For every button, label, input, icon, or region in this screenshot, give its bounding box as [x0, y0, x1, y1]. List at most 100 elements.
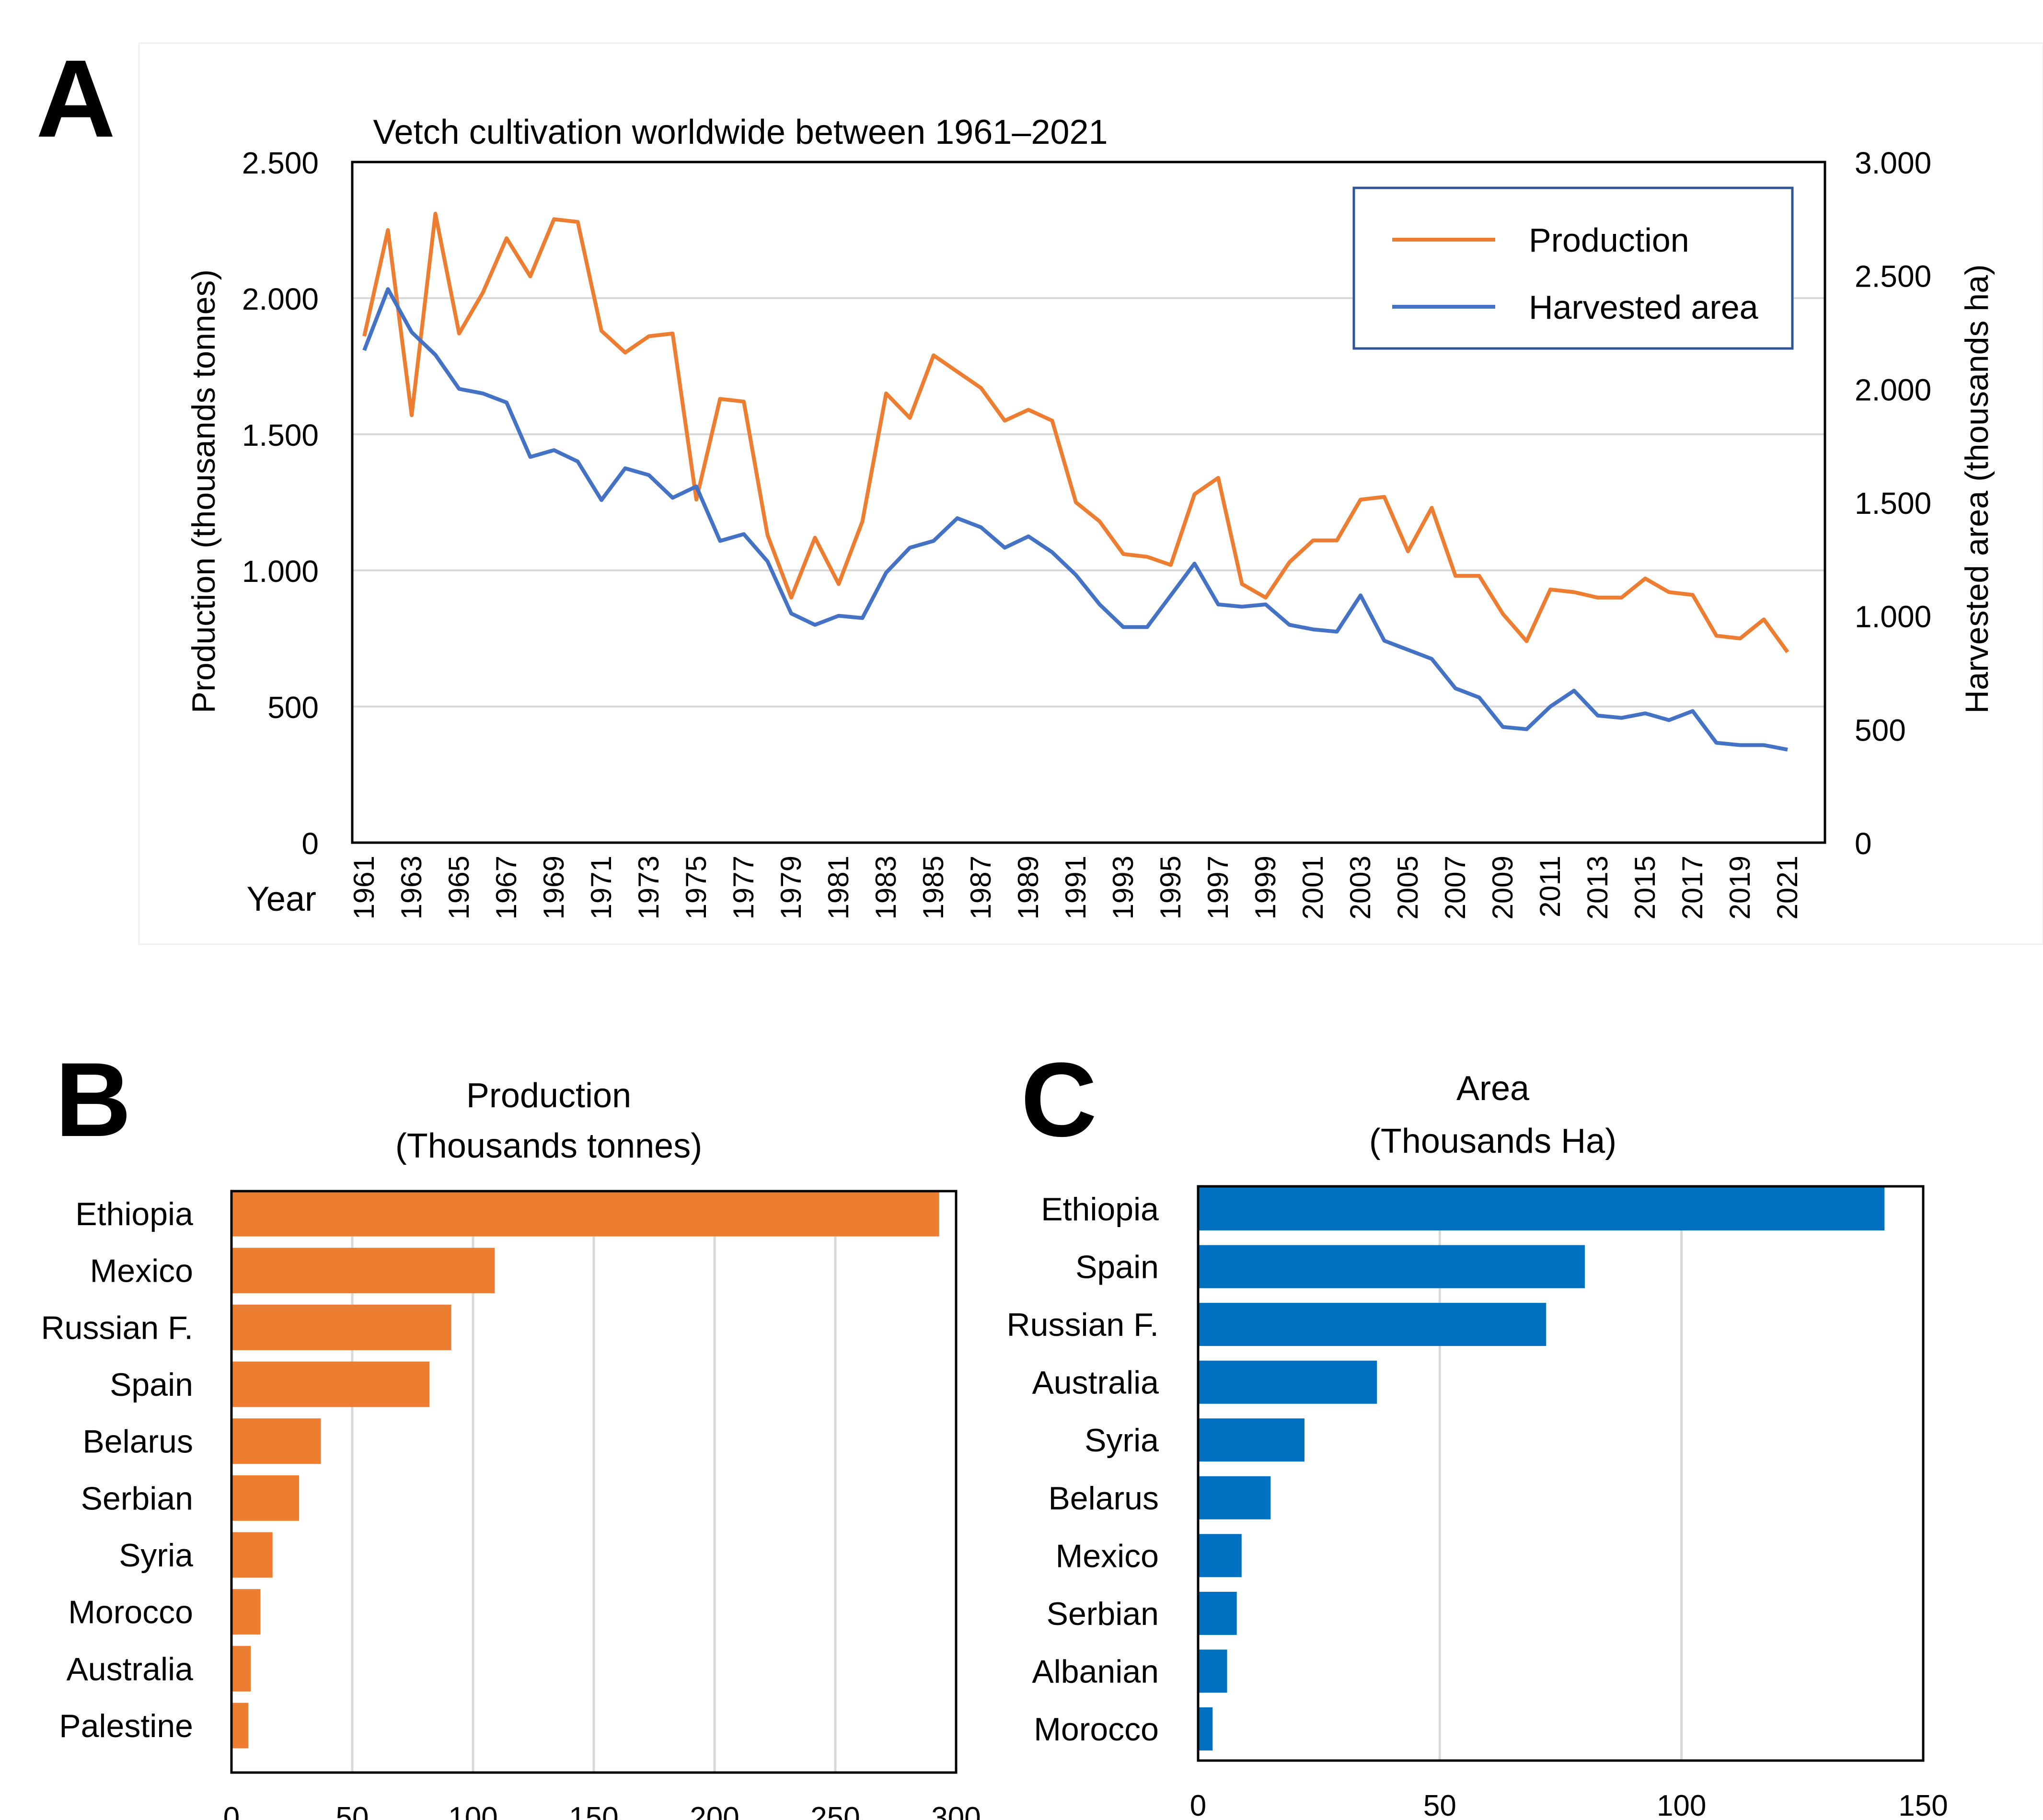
category-label: Belarus [1048, 1480, 1159, 1517]
x-tick-label: 1985 [917, 856, 949, 919]
bar-australia [1198, 1360, 1377, 1404]
bar-ethiopia [1198, 1187, 1885, 1230]
y-axis-ticks-a: 0 500 1.000 1.500 2.000 2.500 [242, 146, 319, 861]
x-tick-label: 1987 [965, 856, 997, 919]
x-tick-label: 100 [1657, 1789, 1706, 1820]
x-tick-label: 2009 [1487, 856, 1519, 919]
legend-a: Production Harvested area [1352, 186, 1794, 350]
x-tick-label: 1977 [727, 856, 760, 919]
bar-serbian [1198, 1591, 1237, 1635]
line-chart-a: Vetch cultivation worldwide between 1961… [185, 113, 1995, 919]
category-label: Syria [119, 1537, 193, 1574]
x-tick-label: 2011 [1534, 856, 1566, 917]
panel-label-c: C [1021, 1041, 1097, 1159]
y-tick-label: 2.500 [242, 146, 319, 180]
category-labels-b: Ethiopia Mexico Russian F. Spain Belarus Serb… [41, 1196, 194, 1744]
plot-area-c [1197, 1185, 1925, 1762]
x-tick-label: 2021 [1771, 856, 1803, 919]
bar-mexico [1198, 1534, 1242, 1577]
x-tick-label: 1967 [490, 856, 522, 919]
x-tick-label: 1981 [822, 856, 854, 919]
y2-tick-label: 1.500 [1855, 486, 1931, 521]
x-tick-label: 1991 [1060, 856, 1092, 919]
x-tick-label: 1963 [395, 856, 427, 919]
x-tick-label: 300 [931, 1801, 981, 1820]
legend-label-harvested-area: Harvested area [1529, 289, 1758, 326]
x-tick-label: 1997 [1202, 856, 1234, 919]
x-tick-label: 1993 [1107, 856, 1139, 919]
category-label: Australia [1032, 1365, 1159, 1401]
x-tick-label: 100 [448, 1801, 497, 1820]
category-label: Spain [1075, 1249, 1159, 1286]
chart-a-xlabel: Year [247, 880, 316, 918]
x-tick-label: 1973 [633, 856, 665, 919]
category-label: Spain [110, 1367, 193, 1403]
legend-label-production: Production [1529, 221, 1689, 259]
bars-c [1198, 1187, 1885, 1750]
x-tick-label: 1965 [443, 856, 475, 919]
bar-syria [231, 1532, 273, 1578]
category-label: Russian F. [41, 1310, 193, 1346]
bar-australia [231, 1646, 251, 1692]
x-tick-label: 1975 [680, 856, 712, 919]
bar-mexico [231, 1248, 495, 1294]
x-tick-label: 0 [1190, 1789, 1206, 1820]
bar-russian-f [231, 1304, 451, 1350]
x-tick-label: 2019 [1724, 856, 1756, 919]
x-tick-label: 0 [223, 1801, 240, 1820]
x-tick-label: 2007 [1439, 856, 1471, 919]
bars-b [231, 1191, 939, 1749]
x-tick-label: 1995 [1154, 856, 1187, 919]
category-label: Albanian [1032, 1653, 1159, 1690]
y2-tick-label: 2.500 [1855, 259, 1931, 294]
x-axis-ticks-b: 0 50 100 150 200 250 300 [223, 1801, 981, 1820]
category-label: Syria [1085, 1422, 1159, 1459]
chart-c-title-line1: Area [1456, 1069, 1530, 1108]
x-tick-label: 1979 [775, 856, 807, 919]
y-tick-label: 1.500 [242, 418, 319, 452]
category-label: Ethiopia [75, 1196, 193, 1232]
panel-label-a: A [36, 37, 115, 160]
y-tick-label: 0 [301, 826, 319, 861]
bar-russian-f [1198, 1303, 1547, 1346]
category-label: Mexico [1056, 1538, 1159, 1574]
panel-label-b: B [55, 1041, 131, 1159]
bar-ethiopia [231, 1191, 939, 1237]
x-tick-label: 2005 [1392, 856, 1424, 919]
bar-belarus [1198, 1476, 1271, 1519]
plot-area-a [351, 161, 1826, 844]
category-labels-c: Ethiopia Spain Russian F. Australia Syria Bel… [1007, 1191, 1159, 1748]
y-tick-label: 500 [267, 690, 319, 725]
category-label: Morocco [1034, 1711, 1159, 1748]
category-label: Australia [66, 1651, 193, 1687]
y2-axis-ticks-a: 0 500 1.000 1.500 2.000 2.500 3.000 [1855, 146, 1931, 861]
category-label: Belarus [82, 1424, 193, 1460]
x-tick-label: 250 [810, 1801, 860, 1820]
series-line-production [362, 211, 1789, 653]
x-tick-label: 1971 [585, 856, 617, 919]
plot-area-b [230, 1190, 958, 1774]
category-label: Ethiopia [1041, 1191, 1159, 1228]
x-tick-label: 1983 [870, 856, 902, 919]
y2-tick-label: 3.000 [1855, 146, 1931, 180]
y-tick-label: 2.000 [242, 282, 319, 316]
series-line-harvested-area [362, 287, 1788, 752]
chart-a-y2label: Harvested area (thousands ha) [1959, 264, 1995, 713]
bar-spain [231, 1361, 430, 1407]
x-tick-label: 2001 [1297, 856, 1329, 919]
category-label: Serbian [1047, 1596, 1159, 1632]
y-tick-label: 1.000 [242, 554, 319, 589]
bar-belarus [231, 1418, 321, 1464]
x-axis-ticks-c: 0 50 100 150 [1190, 1789, 1948, 1820]
x-tick-label: 1961 [348, 856, 380, 919]
bar-palestine [231, 1703, 249, 1749]
category-label: Serbian [81, 1480, 193, 1517]
bar-morocco [231, 1589, 261, 1635]
chart-a-title: Vetch cultivation worldwide between 1961… [373, 113, 1108, 151]
x-tick-label: 2015 [1629, 856, 1661, 919]
category-label: Palestine [59, 1708, 193, 1744]
series-lines-a [362, 211, 1789, 752]
bar-syria [1198, 1418, 1304, 1462]
bar-morocco [1198, 1707, 1213, 1750]
x-axis-ticks-a: 1961 1963 1965 1967 1969 1971 1973 1975 1977 1979… [348, 856, 1803, 919]
